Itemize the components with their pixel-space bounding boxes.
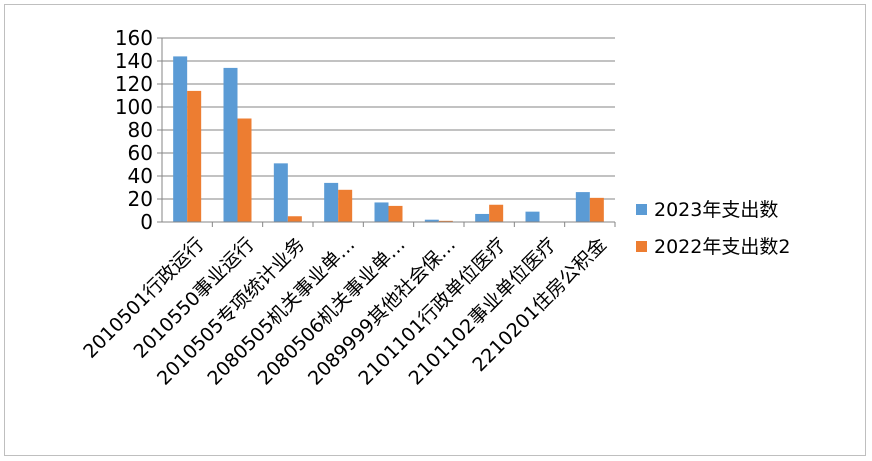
y-tick-label: 40 [128,164,153,188]
bar-series2-4 [388,205,403,222]
y-tick-label: 0 [140,210,153,234]
legend-label-1: 2023年支出数 [654,199,778,221]
bar-layer [173,56,604,223]
bar-series2-8 [589,197,604,222]
y-tick-label: 160 [115,26,153,50]
bar-series2-6 [489,204,504,222]
x-tick-labels: 2010501行政运行2010550事业运行2010505专项统计业务20805… [79,234,611,390]
bar-series2-3 [338,189,353,222]
legend-label-2: 2022年支出数2 [654,236,790,258]
bar-series1-5 [424,219,439,222]
bar-series2-1 [237,118,252,222]
bar-series2-0 [187,90,202,223]
bar-series1-2 [273,163,288,222]
bar-series1-7 [525,211,540,222]
y-tick-label: 100 [115,95,153,119]
y-tick-label: 80 [128,118,153,142]
y-tick-label: 60 [128,141,153,165]
axis-layer [157,37,616,227]
y-tick-label: 140 [115,49,153,73]
bar-series1-8 [575,192,590,222]
bar-series1-6 [475,213,490,222]
y-tick-label: 120 [115,72,153,96]
bar-series1-4 [374,202,389,222]
bar-series2-2 [287,216,302,222]
bar-series2-5 [438,220,453,222]
chart-frame [4,4,866,456]
bar-series1-0 [173,56,188,223]
legend-swatch-2 [636,241,647,252]
legend-swatch-1 [636,204,647,215]
bar-series1-3 [324,182,339,222]
bar-series1-1 [223,67,238,223]
y-tick-label: 20 [128,187,153,211]
legend: 2023年支出数 2022年支出数2 [636,199,790,258]
